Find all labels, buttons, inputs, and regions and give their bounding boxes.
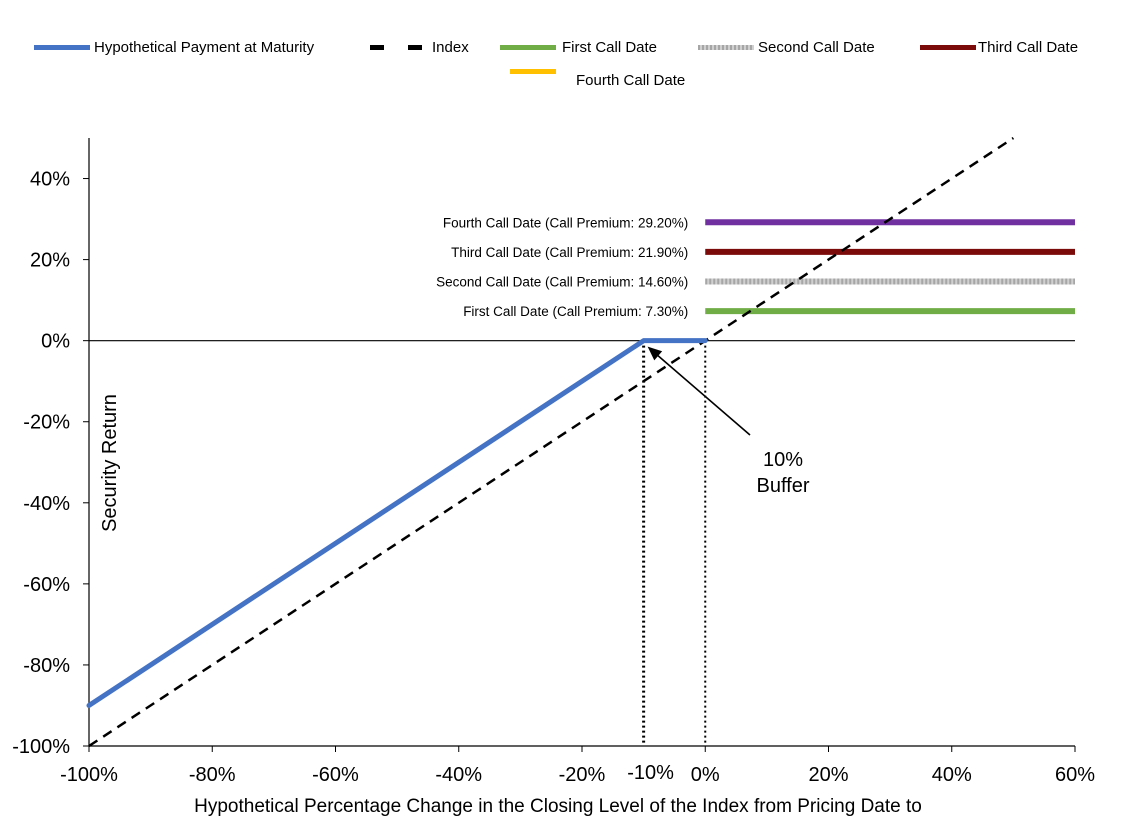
legend-swatch-second-call [698, 45, 754, 50]
call-line-label: First Call Date (Call Premium: 7.30%) [463, 304, 688, 319]
x-tick-label: 20% [808, 764, 848, 786]
legend-item-second-call: Second Call Date [698, 39, 875, 56]
call-line-label: Third Call Date (Call Premium: 21.90%) [451, 245, 688, 260]
buffer-annotation-text: Buffer [757, 475, 810, 497]
legend-swatch-first-call [500, 45, 556, 50]
y-tick-label: 40% [30, 169, 70, 191]
y-tick-label: -100% [12, 736, 70, 758]
call-line-label: Second Call Date (Call Premium: 14.60%) [436, 274, 688, 289]
annotation-layer: 10% Buffer [647, 346, 810, 497]
index-line [88, 136, 1015, 748]
buffer-arrow-line [655, 353, 751, 436]
legend-label-third-call: Third Call Date [978, 39, 1079, 56]
legend-item-third-call: Third Call Date [920, 39, 1078, 56]
y-tick-label: -40% [23, 493, 70, 515]
axes-layer: -100% -80% -60% -40% -20% 0% 20% 40% -100% -80% -6… [12, 138, 1095, 786]
legend-item-fourth-call: Fourth Call Date [510, 69, 686, 89]
buffer-arrow-head [647, 346, 663, 361]
y-tick-label: -20% [23, 412, 70, 434]
legend-label-index: Index [432, 39, 469, 56]
series-layer [86, 136, 1015, 748]
payment-line [86, 338, 708, 708]
y-tick-label: -80% [23, 655, 70, 677]
y-tick-label: -60% [23, 574, 70, 596]
legend-item-payment: Hypothetical Payment at Maturity [34, 39, 314, 56]
call-lines-layer: Fourth Call Date (Call Premium: 29.20%) T… [436, 215, 1075, 319]
x-tick-label: -80% [189, 764, 236, 786]
x-tick-label: -40% [435, 764, 482, 786]
buffer-annotation-text: 10% [763, 449, 803, 471]
x-tick-label: 40% [932, 764, 972, 786]
x-tick-label: -20% [559, 764, 606, 786]
x-tick-label: 0% [691, 764, 720, 786]
x-tick-label: 60% [1055, 764, 1095, 786]
legend-swatch-third-call [920, 45, 976, 50]
legend-label-payment: Hypothetical Payment at Maturity [94, 39, 315, 56]
legend-swatch-payment [34, 45, 90, 50]
call-line-label: Fourth Call Date (Call Premium: 29.20%) [443, 215, 688, 230]
y-tick-label: 0% [41, 331, 70, 353]
legend-swatch-fourth-call [510, 69, 556, 74]
legend-item-index: Index [370, 39, 469, 56]
legend-swatch-index [370, 45, 430, 50]
y-tick-label: 20% [30, 250, 70, 272]
legend-label-fourth-call: Fourth Call Date [576, 72, 686, 89]
legend-label-first-call: First Call Date [562, 39, 658, 56]
x-tick-label: -100% [60, 764, 118, 786]
x-tick-label: -60% [312, 764, 359, 786]
x-axis-label: Hypothetical Percentage Change in the Cl… [194, 796, 922, 817]
y-axis-label: Security Return [99, 394, 121, 532]
x-tick-label-buffer: -10% [627, 762, 674, 784]
legend-label-second-call: Second Call Date [758, 39, 875, 56]
legend-item-first-call: First Call Date [500, 39, 657, 56]
